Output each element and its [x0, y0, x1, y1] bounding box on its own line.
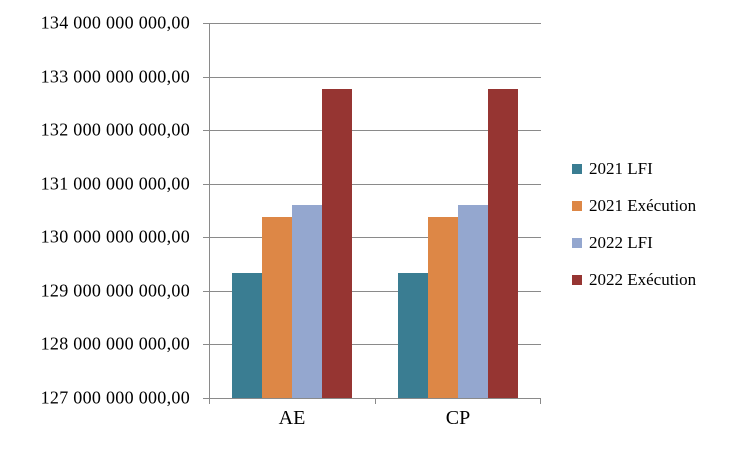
gridline — [209, 130, 541, 131]
y-axis-tick — [203, 130, 209, 131]
y-axis-tick — [203, 291, 209, 292]
legend-swatch-2022-lfi — [572, 237, 582, 248]
y-axis-tick-label: 131 000 000 000,00 — [40, 173, 190, 194]
bar-cp-2021-execution — [428, 217, 458, 398]
legend-swatch-2021-lfi — [572, 163, 582, 174]
x-axis-tick — [375, 398, 376, 404]
bar-cp-2021-lfi — [398, 273, 428, 398]
bar-ae-2022-execution — [322, 89, 352, 398]
legend-item-2022-lfi: 2022 LFI — [572, 232, 696, 253]
y-axis-line — [209, 23, 210, 398]
bar-ae-2021-lfi — [232, 273, 262, 398]
y-axis-tick — [203, 77, 209, 78]
bar-cp-2022-execution — [488, 89, 518, 398]
y-axis-tick-label: 132 000 000 000,00 — [40, 119, 190, 140]
bar-ae-2021-execution — [262, 217, 292, 398]
legend-item-2021-execution: 2021 Exécution — [572, 195, 696, 216]
y-axis-tick-label: 133 000 000 000,00 — [40, 66, 190, 87]
gridline — [209, 184, 541, 185]
legend-label-2021-lfi: 2021 LFI — [589, 158, 653, 178]
legend-label-2021-execution: 2021 Exécution — [589, 195, 697, 215]
legend-swatch-2021-execution — [572, 200, 582, 211]
x-axis-label-ae: AE — [278, 407, 306, 429]
legend-label-2022-execution: 2022 Exécution — [589, 269, 697, 289]
legend-swatch-2022-execution — [572, 274, 582, 285]
legend: 2021 LFI 2021 Exécution 2022 LFI 2022 Ex… — [572, 158, 696, 290]
x-axis-tick — [540, 398, 541, 404]
y-axis-tick-label: 128 000 000 000,00 — [40, 333, 190, 354]
x-axis-label-cp: CP — [445, 407, 471, 429]
y-axis-tick — [203, 23, 209, 24]
legend-label-2022-lfi: 2022 LFI — [589, 232, 653, 252]
y-axis-tick-label: 130 000 000 000,00 — [40, 226, 190, 247]
gridline — [209, 77, 541, 78]
y-axis-tick-label: 134 000 000 000,00 — [40, 12, 190, 33]
bar-ae-2022-lfi — [292, 205, 322, 398]
y-axis-tick — [203, 184, 209, 185]
y-axis-tick — [203, 237, 209, 238]
bar-cp-2022-lfi — [458, 205, 488, 398]
y-axis-tick-label: 127 000 000 000,00 — [40, 387, 190, 408]
y-axis-tick — [203, 398, 209, 399]
y-axis-tick-label: 129 000 000 000,00 — [40, 280, 190, 301]
legend-item-2022-execution: 2022 Exécution — [572, 269, 696, 290]
y-axis-tick — [203, 344, 209, 345]
legend-item-2021-lfi: 2021 LFI — [572, 158, 696, 179]
x-axis-tick — [209, 398, 210, 404]
gridline — [209, 291, 541, 292]
gridline — [209, 344, 541, 345]
gridline — [209, 23, 541, 24]
gridline — [209, 237, 541, 238]
